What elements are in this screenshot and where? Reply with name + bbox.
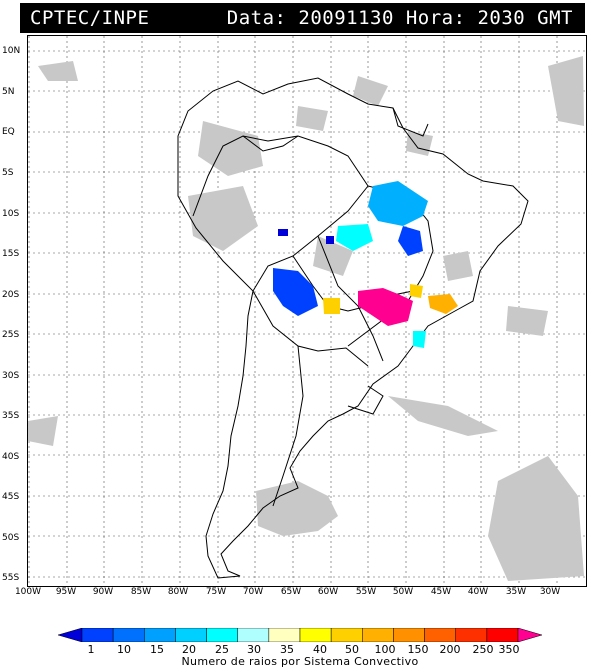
legend-tick-30: 30 <box>247 643 261 656</box>
legend-swatch <box>424 628 456 642</box>
legend-tick-25: 25 <box>215 643 229 656</box>
storm-systems <box>273 181 458 348</box>
legend-tick-35: 35 <box>280 643 294 656</box>
legend-swatch <box>144 628 176 642</box>
legend-swatch <box>330 628 363 642</box>
legend-swatch <box>455 628 488 642</box>
lon-label-60w: 60W <box>317 587 339 597</box>
lat-label-50s: 50S <box>2 533 20 543</box>
lat-label-5s: 5S <box>2 168 14 178</box>
agency-label: CPTEC/INPE <box>30 7 150 29</box>
lon-label-95w: 95W <box>55 587 77 597</box>
legend-swatch <box>81 628 114 642</box>
lon-label-50w: 50W <box>392 587 414 597</box>
legend-title: Numero de raios por Sistema Convectivo <box>181 655 419 668</box>
lat-label-45s: 45S <box>2 492 20 502</box>
lon-label-40w: 40W <box>467 587 489 597</box>
legend-tick-200: 200 <box>439 643 461 656</box>
legend-tick-150: 150 <box>407 643 429 656</box>
lon-label-65w: 65W <box>280 587 302 597</box>
legend-tick-100: 100 <box>374 643 396 656</box>
legend-tick-350: 350 <box>498 643 520 656</box>
lon-label-80w: 80W <box>167 587 189 597</box>
legend-swatch <box>393 628 425 642</box>
lat-label-20s: 20S <box>2 290 20 300</box>
legend-colorbar <box>58 628 542 642</box>
legend-swatch <box>517 628 542 642</box>
lat-label-10n: 10N <box>2 46 21 56</box>
lat-label-10s: 10S <box>2 209 20 219</box>
legend-swatch <box>206 628 238 642</box>
title-bar: CPTEC/INPE Data: 20091130 Hora: 2030 GMT <box>20 3 585 33</box>
legend-swatch <box>175 628 207 642</box>
lon-label-85w: 85W <box>130 587 152 597</box>
lat-label-40s: 40S <box>2 452 20 462</box>
lat-label-25s: 25S <box>2 330 20 340</box>
lon-label-55w: 55W <box>355 587 377 597</box>
lat-label-eq: EQ <box>2 127 15 137</box>
legend-tick-20: 20 <box>182 643 196 656</box>
lat-label-30s: 30S <box>2 371 20 381</box>
cloud-cover <box>28 56 584 581</box>
legend-swatch <box>362 628 394 642</box>
legend-swatch <box>112 628 145 642</box>
lon-label-70w: 70W <box>242 587 264 597</box>
legend-tick-40: 40 <box>313 643 327 656</box>
legend-swatch <box>58 628 83 642</box>
lat-label-5n: 5N <box>2 87 15 97</box>
lat-label-15s: 15S <box>2 249 20 259</box>
date-time-label: Data: 20091130 Hora: 2030 GMT <box>226 7 573 29</box>
legend-tick-250: 250 <box>472 643 494 656</box>
lon-label-35w: 35W <box>505 587 527 597</box>
lon-label-75w: 75W <box>205 587 227 597</box>
map-canvas <box>28 36 586 586</box>
legend-tick-15: 15 <box>150 643 164 656</box>
lat-label-55s: 55S <box>2 573 20 583</box>
legend-swatch <box>237 628 270 642</box>
lat-label-35s: 35S <box>2 411 20 421</box>
legend-tick-10: 10 <box>117 643 131 656</box>
coastline <box>177 77 529 579</box>
legend-swatch <box>299 628 332 642</box>
lightning-map <box>27 35 587 587</box>
legend-swatch <box>268 628 301 642</box>
legend-tick-50: 50 <box>345 643 359 656</box>
lon-label-90w: 90W <box>92 587 114 597</box>
lon-label-45w: 45W <box>430 587 452 597</box>
legend-swatch <box>486 628 519 642</box>
lon-label-100w: 100W <box>14 587 42 597</box>
lon-label-30w: 30W <box>539 587 561 597</box>
legend-tick-1: 1 <box>87 643 95 656</box>
